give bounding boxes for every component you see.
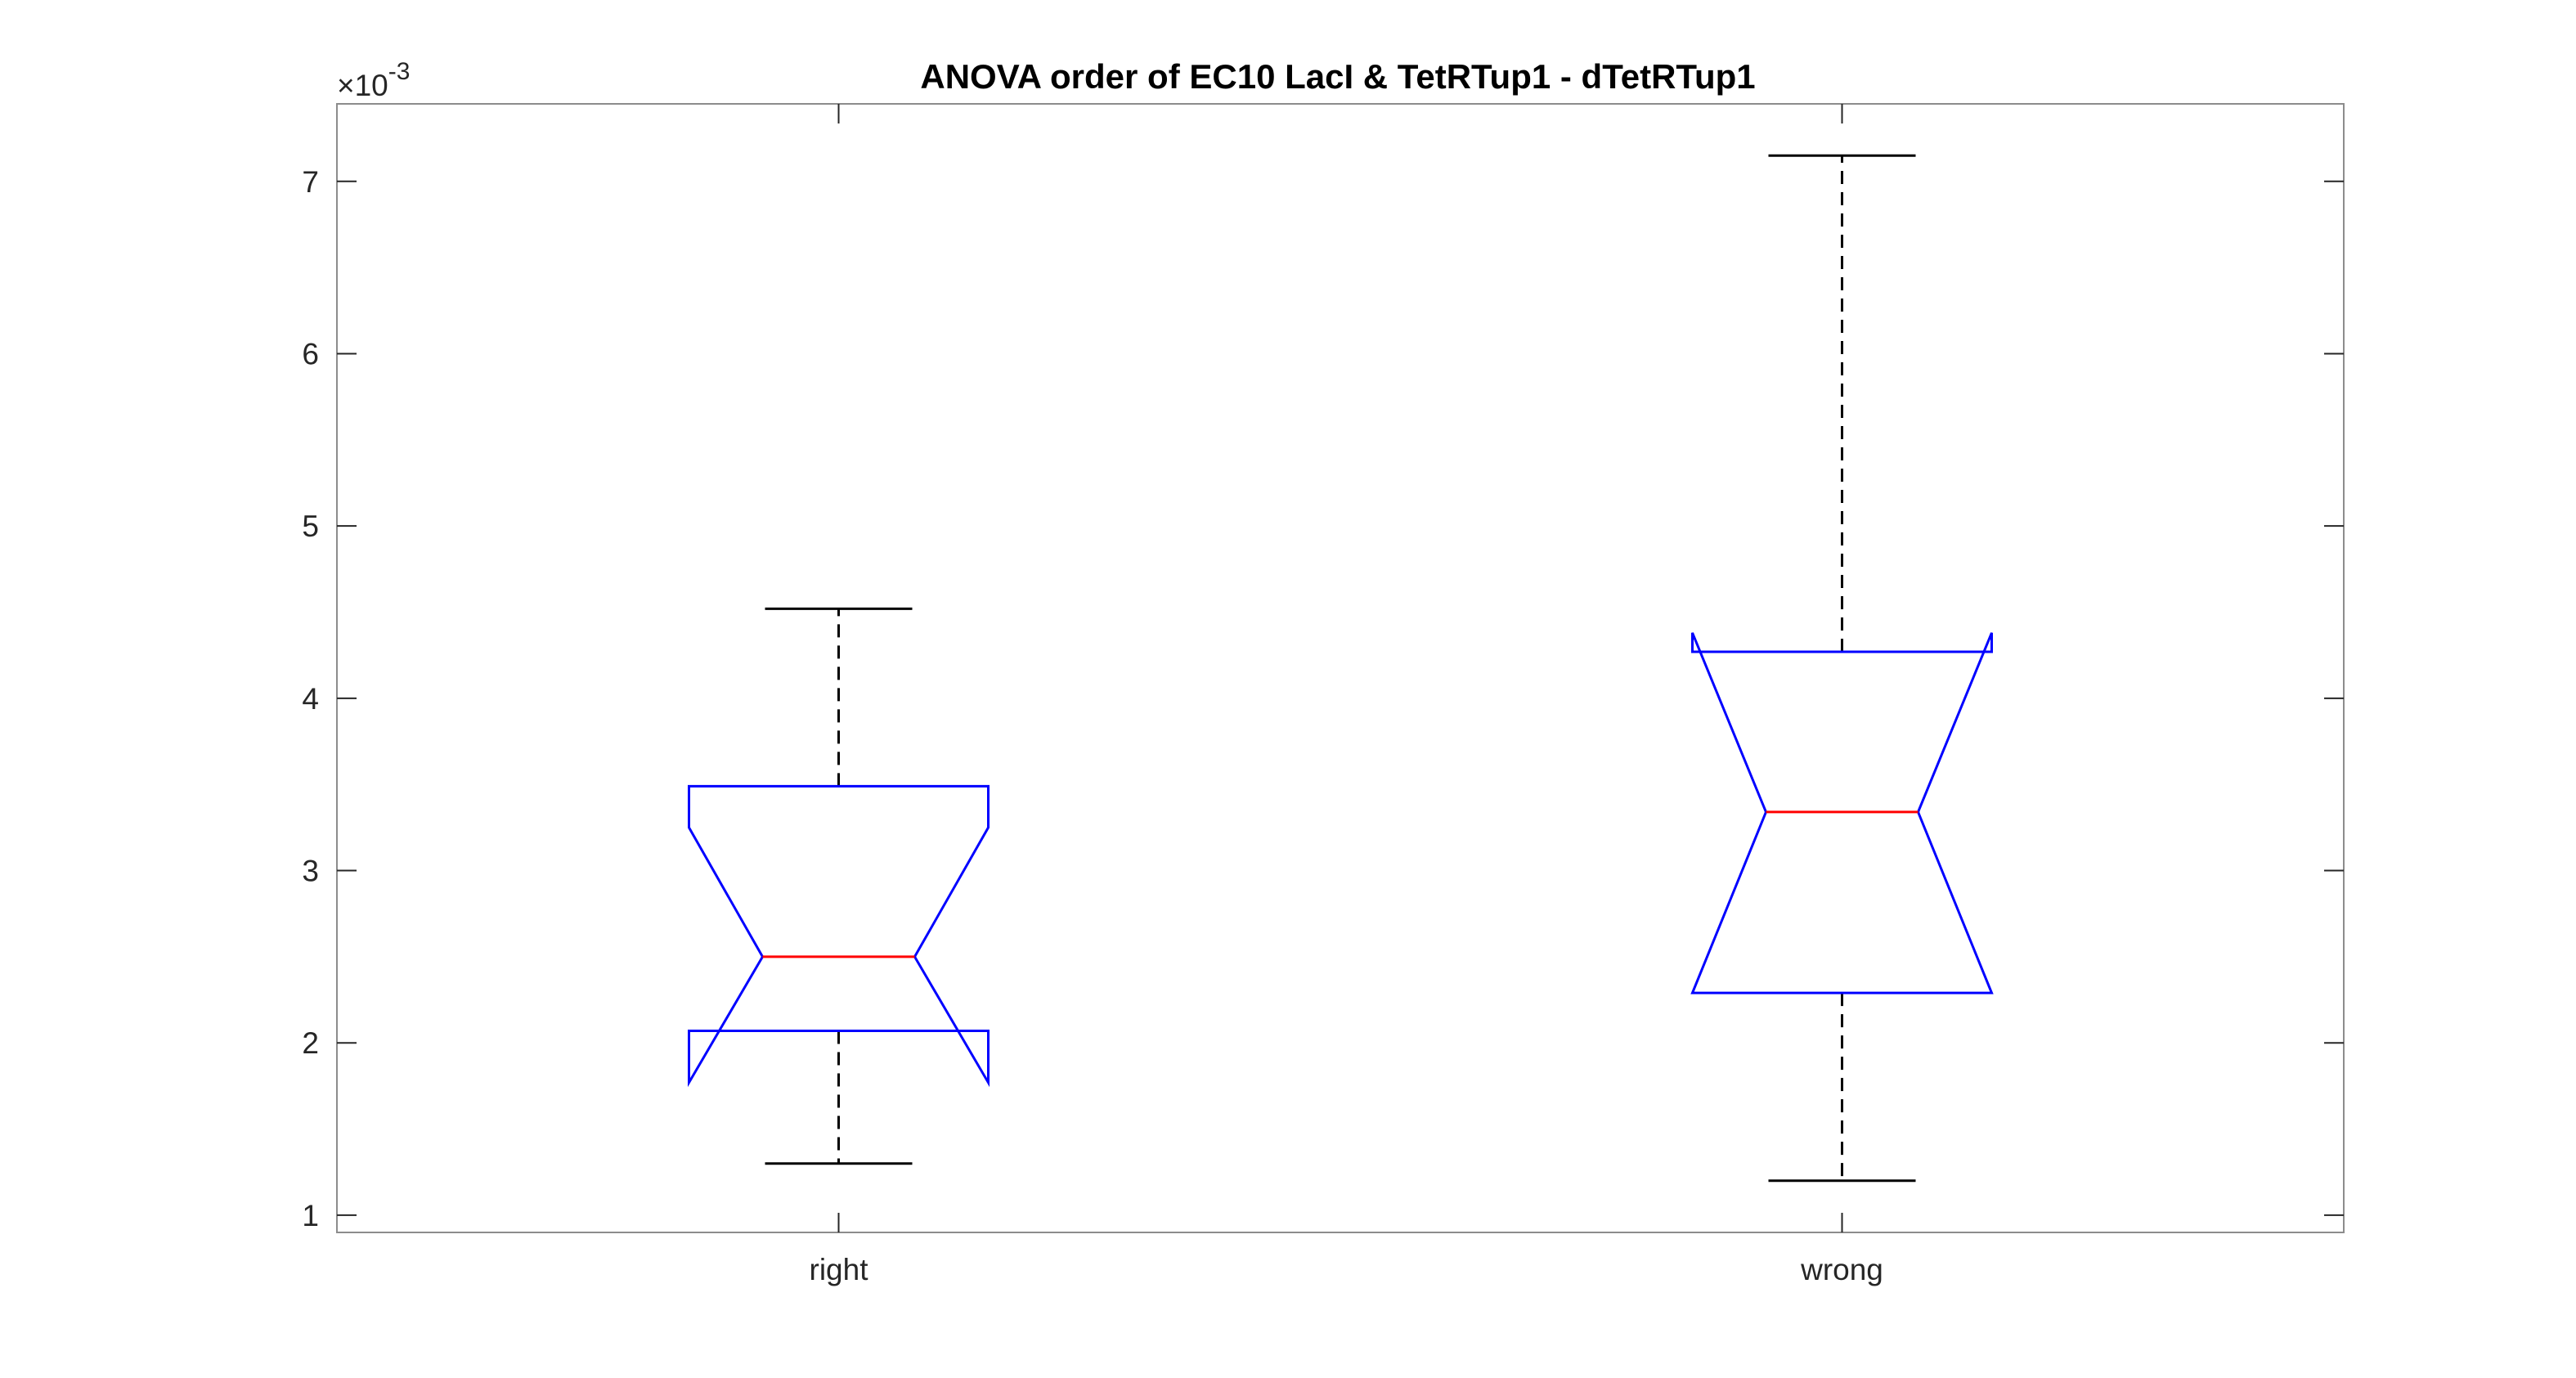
y-tick-label: 7 — [302, 165, 319, 199]
x-tick-label: right — [810, 1253, 869, 1286]
y-exponent-power: -3 — [388, 58, 411, 85]
y-exponent-base: ×10 — [337, 69, 388, 102]
y-tick-label: 1 — [302, 1199, 319, 1232]
svg-text:×10-3: ×10-3 — [337, 58, 410, 102]
y-tick-label: 6 — [302, 337, 319, 370]
box-outline — [688, 784, 990, 1088]
x-tick-label: wrong — [1800, 1253, 1883, 1286]
axes-frame — [336, 103, 2345, 1233]
box-wrong — [1690, 154, 1994, 1183]
plot-axes: 1 2 3 4 5 6 7 right wrong — [302, 103, 2345, 1286]
chart-title: ANOVA order of EC10 LacI & TetRTup1 - dT… — [920, 57, 1755, 96]
y-tick-label: 3 — [302, 855, 319, 888]
y-tick-label: 5 — [302, 509, 319, 543]
boxes-layer — [688, 154, 1994, 1183]
y-tick-label: 2 — [302, 1026, 319, 1060]
box-right — [688, 607, 990, 1165]
box-outline — [1690, 632, 1994, 994]
y-exponent: ×10-3 — [337, 58, 410, 102]
y-tick-label: 4 — [302, 682, 319, 716]
